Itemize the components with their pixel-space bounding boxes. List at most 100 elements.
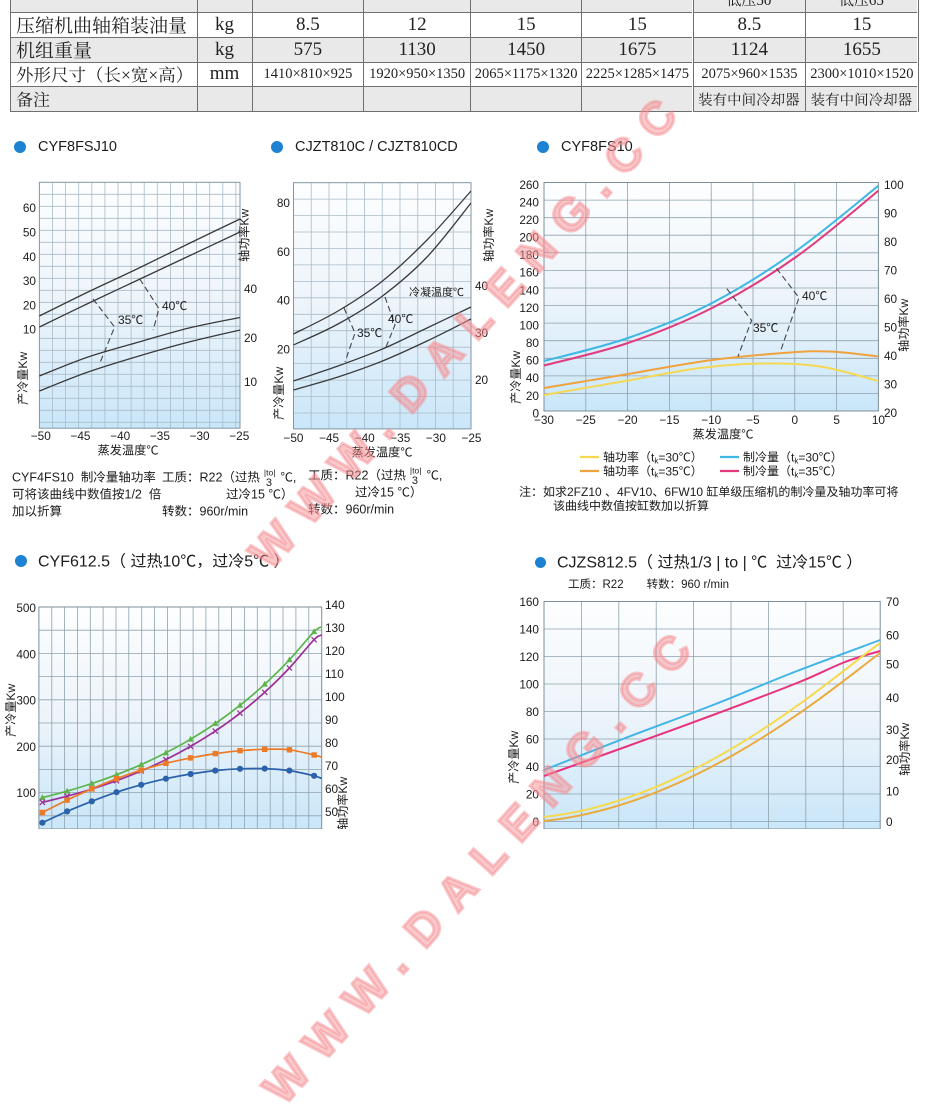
svg-text:60: 60: [886, 629, 900, 643]
svg-text:3: 3: [266, 477, 272, 489]
svg-text:160: 160: [519, 266, 539, 280]
svg-text:Kw: Kw: [272, 367, 286, 384]
svg-text:|to|: |to|: [264, 468, 276, 478]
svg-text:240: 240: [519, 195, 539, 209]
svg-text:80: 80: [526, 336, 540, 350]
svg-text:50: 50: [884, 320, 898, 334]
svg-text:k: k: [654, 470, 659, 479]
svg-text:70: 70: [884, 263, 898, 277]
svg-text:90: 90: [325, 713, 339, 727]
svg-text:|to|: |to|: [410, 466, 422, 476]
svg-text:0: 0: [792, 413, 799, 427]
svg-text:100: 100: [519, 678, 539, 692]
svg-text:k: k: [654, 456, 659, 465]
svg-text:40: 40: [526, 760, 540, 774]
svg-text:t: t: [791, 464, 795, 478]
svg-text:Kw: Kw: [482, 209, 496, 226]
svg-text:−45: −45: [319, 431, 339, 445]
svg-text:15: 15: [251, 488, 265, 502]
svg-text:140: 140: [519, 623, 539, 637]
svg-text:1/2: 1/2: [125, 488, 142, 502]
svg-text:20: 20: [277, 342, 291, 356]
svg-text:300: 300: [16, 694, 36, 708]
svg-text:−15: −15: [659, 413, 679, 427]
svg-text:960r/min: 960r/min: [346, 503, 395, 517]
svg-text:10: 10: [886, 785, 900, 799]
svg-text:−50: −50: [283, 431, 303, 445]
svg-text:0: 0: [532, 406, 539, 420]
svg-text:35: 35: [118, 313, 132, 327]
svg-text:130: 130: [325, 621, 345, 635]
svg-text:35: 35: [357, 326, 371, 340]
svg-text:−30: −30: [534, 413, 554, 427]
svg-text:50: 50: [325, 805, 339, 819]
svg-text:60: 60: [325, 782, 339, 796]
svg-text:220: 220: [519, 213, 539, 227]
svg-text:20: 20: [526, 389, 540, 403]
svg-text:40: 40: [277, 294, 291, 308]
svg-text:=30: =30: [798, 450, 819, 464]
svg-text:Kw: Kw: [238, 209, 252, 226]
svg-text:30: 30: [886, 723, 900, 737]
svg-text:40: 40: [23, 250, 37, 264]
svg-text:R22: R22: [346, 469, 369, 483]
svg-text:20: 20: [475, 373, 489, 387]
svg-text:−25: −25: [461, 431, 481, 445]
svg-text:100: 100: [325, 690, 345, 704]
svg-text:140: 140: [325, 598, 345, 612]
svg-text:100: 100: [16, 786, 36, 800]
svg-text:−10: −10: [701, 413, 721, 427]
svg-text:CYF4FS10: CYF4FS10: [12, 471, 74, 485]
svg-text:3: 3: [412, 475, 418, 487]
svg-text:Kw: Kw: [897, 299, 911, 316]
svg-text:80: 80: [526, 705, 540, 719]
svg-text:Kw: Kw: [4, 684, 18, 701]
svg-text:−25: −25: [576, 413, 596, 427]
svg-text:5: 5: [833, 413, 840, 427]
svg-text:R22: R22: [603, 579, 624, 591]
svg-text:−35: −35: [150, 429, 170, 443]
svg-text:100: 100: [519, 318, 539, 332]
svg-text:50: 50: [886, 657, 900, 671]
svg-text:30: 30: [884, 377, 898, 391]
svg-text:60: 60: [526, 354, 540, 368]
svg-text:−5: −5: [746, 413, 760, 427]
svg-text:80: 80: [884, 235, 898, 249]
svg-text:4FV10: 4FV10: [617, 485, 653, 499]
svg-text:−35: −35: [390, 431, 410, 445]
svg-text:−50: −50: [31, 429, 51, 443]
svg-text:960r/min: 960r/min: [200, 505, 249, 519]
svg-text:90: 90: [884, 206, 898, 220]
svg-text:120: 120: [325, 644, 345, 658]
svg-text:40: 40: [162, 299, 176, 313]
svg-text:−40: −40: [110, 429, 130, 443]
svg-text:60: 60: [884, 292, 898, 306]
svg-text:−20: −20: [618, 413, 638, 427]
svg-text:k: k: [794, 470, 799, 479]
svg-text:−40: −40: [355, 431, 375, 445]
svg-text:t: t: [791, 450, 795, 464]
svg-text:20: 20: [244, 331, 258, 345]
svg-text:70: 70: [886, 595, 900, 609]
svg-text:110: 110: [325, 667, 344, 681]
svg-text:Kw: Kw: [507, 731, 521, 748]
svg-text:80: 80: [277, 196, 291, 210]
svg-text:50: 50: [23, 226, 37, 240]
svg-text:6FW10: 6FW10: [664, 485, 703, 499]
svg-text:400: 400: [16, 647, 36, 661]
svg-text:60: 60: [277, 245, 291, 259]
svg-text:10: 10: [872, 413, 886, 427]
svg-text:20: 20: [886, 753, 900, 767]
svg-text:260: 260: [519, 178, 539, 192]
svg-text:10: 10: [244, 375, 258, 389]
svg-text:60: 60: [23, 201, 37, 215]
svg-text:30: 30: [475, 326, 489, 340]
svg-text:180: 180: [519, 248, 539, 262]
svg-text:20: 20: [884, 406, 898, 420]
svg-text:10: 10: [23, 323, 37, 337]
svg-text:t: t: [651, 450, 655, 464]
svg-text:Kw: Kw: [336, 777, 350, 794]
svg-text:40: 40: [475, 279, 489, 293]
svg-text:,: ,: [439, 469, 442, 483]
svg-text:k: k: [794, 456, 799, 465]
